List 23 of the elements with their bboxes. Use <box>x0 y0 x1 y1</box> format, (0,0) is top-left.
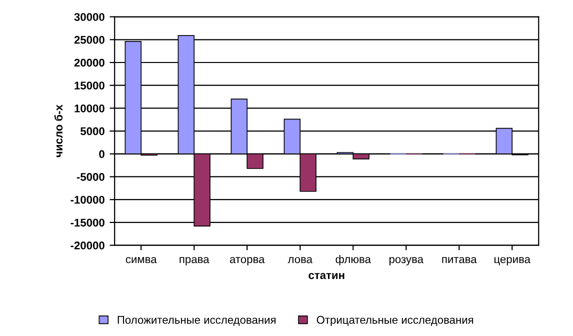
y-axis-title: число б-х <box>54 104 63 158</box>
y-tick-label: -15000 <box>70 218 104 227</box>
y-tick-label: -5000 <box>76 173 104 181</box>
x-tick-label: лова <box>288 257 312 264</box>
y-tick-label: 25000 <box>74 36 104 44</box>
y-tick-label: -10000 <box>70 196 104 204</box>
y-tick-label: -20000 <box>70 242 104 250</box>
x-tick-label: розува <box>389 257 424 266</box>
x-tick-label: питава <box>442 257 477 264</box>
y-tick-label: 20000 <box>74 58 104 67</box>
x-tick-label: аторва <box>230 257 265 266</box>
legend-label: Положительные исследования <box>118 316 276 326</box>
x-tick-label: церива <box>494 257 530 266</box>
y-tick-label: 5000 <box>80 127 104 136</box>
y-tick-label: 15000 <box>74 82 104 90</box>
x-axis-title: статин <box>308 272 344 280</box>
y-tick-label: 0 <box>99 150 104 158</box>
x-tick-label: права <box>180 257 210 266</box>
legend-label: Отрицательные исследования <box>316 316 474 326</box>
y-tick-label: 10000 <box>74 104 104 112</box>
x-tick-label: симва <box>126 257 157 264</box>
x-tick-label: флюва <box>336 255 371 266</box>
y-tick-label: 30000 <box>74 13 104 21</box>
